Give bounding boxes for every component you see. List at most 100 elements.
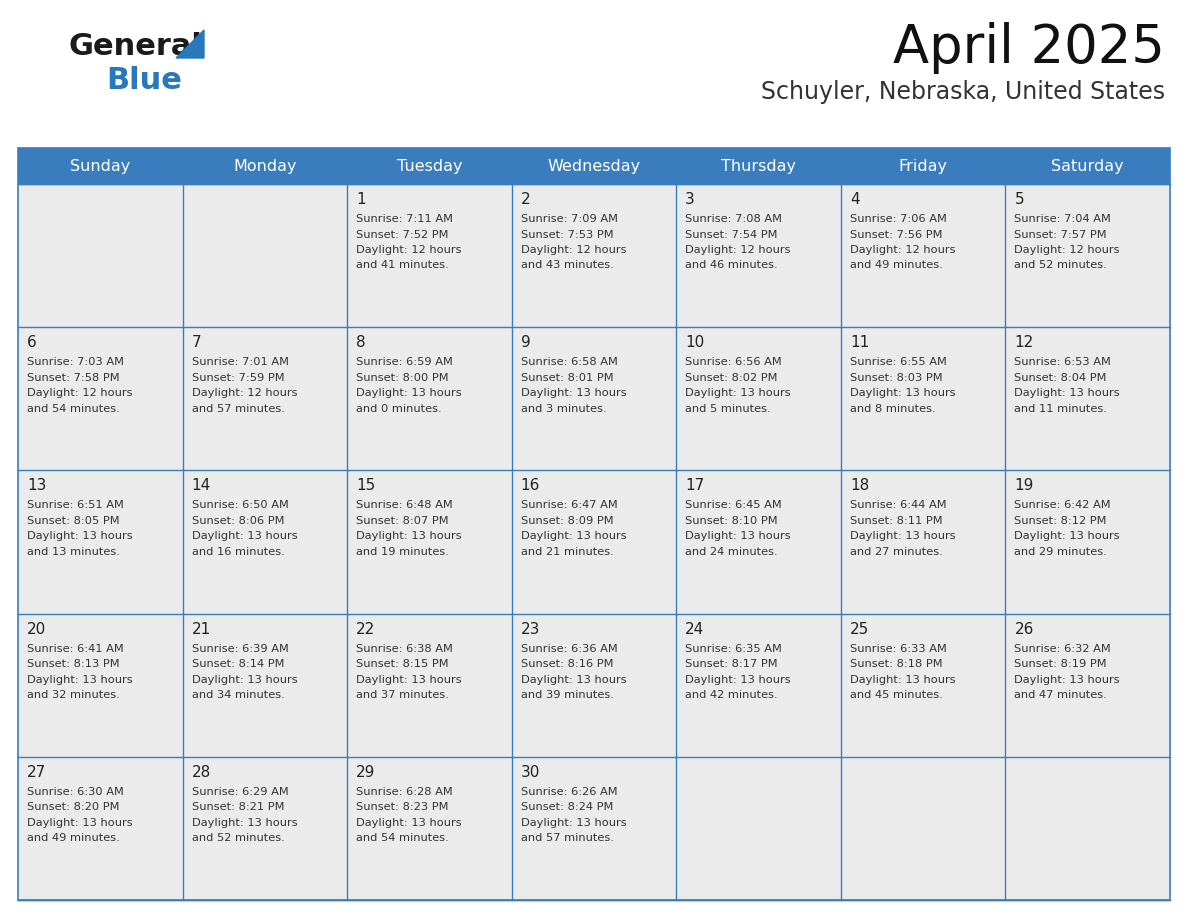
Text: and 19 minutes.: and 19 minutes. [356, 547, 449, 557]
Bar [183, 756, 347, 900]
Text: Saturday: Saturday [1051, 159, 1124, 174]
Text: Sunset: 8:06 PM: Sunset: 8:06 PM [191, 516, 284, 526]
Text: Sunset: 7:56 PM: Sunset: 7:56 PM [849, 230, 942, 240]
Text: Monday: Monday [233, 159, 297, 174]
Text: Sunrise: 6:29 AM: Sunrise: 6:29 AM [191, 787, 289, 797]
Text: Daylight: 13 hours: Daylight: 13 hours [27, 675, 133, 685]
Bar [1005, 327, 1170, 470]
Text: Sunset: 8:20 PM: Sunset: 8:20 PM [27, 802, 120, 812]
Text: Sunset: 8:13 PM: Sunset: 8:13 PM [27, 659, 120, 669]
Bar [18, 184, 183, 327]
Text: 29: 29 [356, 765, 375, 779]
Bar [841, 327, 1005, 470]
Text: Sunset: 7:59 PM: Sunset: 7:59 PM [191, 373, 284, 383]
Text: Daylight: 13 hours: Daylight: 13 hours [685, 532, 791, 542]
Text: 12: 12 [1015, 335, 1034, 350]
Text: and 39 minutes.: and 39 minutes. [520, 690, 613, 700]
Text: April 2025: April 2025 [893, 22, 1165, 74]
Text: General: General [68, 32, 202, 61]
Text: Tuesday: Tuesday [397, 159, 462, 174]
Bar [512, 756, 676, 900]
Text: and 24 minutes.: and 24 minutes. [685, 547, 778, 557]
Text: and 29 minutes.: and 29 minutes. [1015, 547, 1107, 557]
Bar [841, 184, 1005, 327]
Text: and 16 minutes.: and 16 minutes. [191, 547, 284, 557]
Text: 5: 5 [1015, 192, 1024, 207]
Text: Sunrise: 6:45 AM: Sunrise: 6:45 AM [685, 500, 782, 510]
Text: Sunset: 8:12 PM: Sunset: 8:12 PM [1015, 516, 1107, 526]
Text: Sunrise: 6:33 AM: Sunrise: 6:33 AM [849, 644, 947, 654]
Text: 20: 20 [27, 621, 46, 636]
Text: and 52 minutes.: and 52 minutes. [1015, 261, 1107, 271]
Text: Daylight: 12 hours: Daylight: 12 hours [356, 245, 462, 255]
Text: Sunset: 7:53 PM: Sunset: 7:53 PM [520, 230, 613, 240]
Text: and 32 minutes.: and 32 minutes. [27, 690, 120, 700]
Text: Sunrise: 6:58 AM: Sunrise: 6:58 AM [520, 357, 618, 367]
Text: Sunset: 8:07 PM: Sunset: 8:07 PM [356, 516, 449, 526]
Bar [841, 613, 1005, 756]
Text: and 54 minutes.: and 54 minutes. [27, 404, 120, 414]
Bar [183, 184, 347, 327]
Bar [676, 470, 841, 613]
Text: Sunrise: 7:01 AM: Sunrise: 7:01 AM [191, 357, 289, 367]
Text: 25: 25 [849, 621, 870, 636]
Text: Sunset: 8:03 PM: Sunset: 8:03 PM [849, 373, 942, 383]
Text: 16: 16 [520, 478, 541, 493]
Text: 28: 28 [191, 765, 210, 779]
Text: Daylight: 12 hours: Daylight: 12 hours [1015, 245, 1120, 255]
Text: 6: 6 [27, 335, 37, 350]
Text: Daylight: 12 hours: Daylight: 12 hours [520, 245, 626, 255]
Text: Daylight: 13 hours: Daylight: 13 hours [849, 532, 955, 542]
Bar [347, 470, 512, 613]
Polygon shape [176, 30, 204, 58]
Text: 9: 9 [520, 335, 531, 350]
Bar [18, 470, 183, 613]
Text: and 34 minutes.: and 34 minutes. [191, 690, 284, 700]
Text: Daylight: 13 hours: Daylight: 13 hours [356, 675, 462, 685]
Bar [676, 756, 841, 900]
Text: 8: 8 [356, 335, 366, 350]
Text: Daylight: 12 hours: Daylight: 12 hours [849, 245, 955, 255]
Text: Daylight: 13 hours: Daylight: 13 hours [685, 675, 791, 685]
Text: 17: 17 [685, 478, 704, 493]
Text: and 8 minutes.: and 8 minutes. [849, 404, 935, 414]
Bar [512, 613, 676, 756]
Bar [512, 327, 676, 470]
Text: Daylight: 13 hours: Daylight: 13 hours [356, 818, 462, 828]
Text: Sunrise: 6:38 AM: Sunrise: 6:38 AM [356, 644, 453, 654]
Bar [841, 470, 1005, 613]
Text: and 3 minutes.: and 3 minutes. [520, 404, 606, 414]
Text: 27: 27 [27, 765, 46, 779]
Text: and 49 minutes.: and 49 minutes. [849, 261, 942, 271]
Text: and 54 minutes.: and 54 minutes. [356, 834, 449, 844]
Text: 15: 15 [356, 478, 375, 493]
Bar [183, 470, 347, 613]
Bar [18, 148, 1170, 184]
Text: Daylight: 13 hours: Daylight: 13 hours [27, 818, 133, 828]
Bar [18, 327, 183, 470]
Text: Daylight: 13 hours: Daylight: 13 hours [27, 532, 133, 542]
Text: Sunrise: 6:32 AM: Sunrise: 6:32 AM [1015, 644, 1111, 654]
Text: Sunrise: 7:11 AM: Sunrise: 7:11 AM [356, 214, 453, 224]
Text: Daylight: 13 hours: Daylight: 13 hours [191, 675, 297, 685]
Text: Daylight: 13 hours: Daylight: 13 hours [520, 818, 626, 828]
Text: Sunset: 8:17 PM: Sunset: 8:17 PM [685, 659, 778, 669]
Text: and 57 minutes.: and 57 minutes. [191, 404, 284, 414]
Text: 4: 4 [849, 192, 859, 207]
Text: Sunset: 8:24 PM: Sunset: 8:24 PM [520, 802, 613, 812]
Text: 7: 7 [191, 335, 201, 350]
Bar [1005, 470, 1170, 613]
Text: Daylight: 13 hours: Daylight: 13 hours [1015, 388, 1120, 398]
Bar [183, 613, 347, 756]
Text: 26: 26 [1015, 621, 1034, 636]
Text: Sunrise: 6:47 AM: Sunrise: 6:47 AM [520, 500, 618, 510]
Text: Sunset: 7:54 PM: Sunset: 7:54 PM [685, 230, 778, 240]
Bar [1005, 756, 1170, 900]
Text: 1: 1 [356, 192, 366, 207]
Text: Sunset: 7:57 PM: Sunset: 7:57 PM [1015, 230, 1107, 240]
Text: 30: 30 [520, 765, 541, 779]
Text: Daylight: 13 hours: Daylight: 13 hours [191, 532, 297, 542]
Text: Sunrise: 6:30 AM: Sunrise: 6:30 AM [27, 787, 124, 797]
Text: Daylight: 13 hours: Daylight: 13 hours [520, 532, 626, 542]
Text: 11: 11 [849, 335, 870, 350]
